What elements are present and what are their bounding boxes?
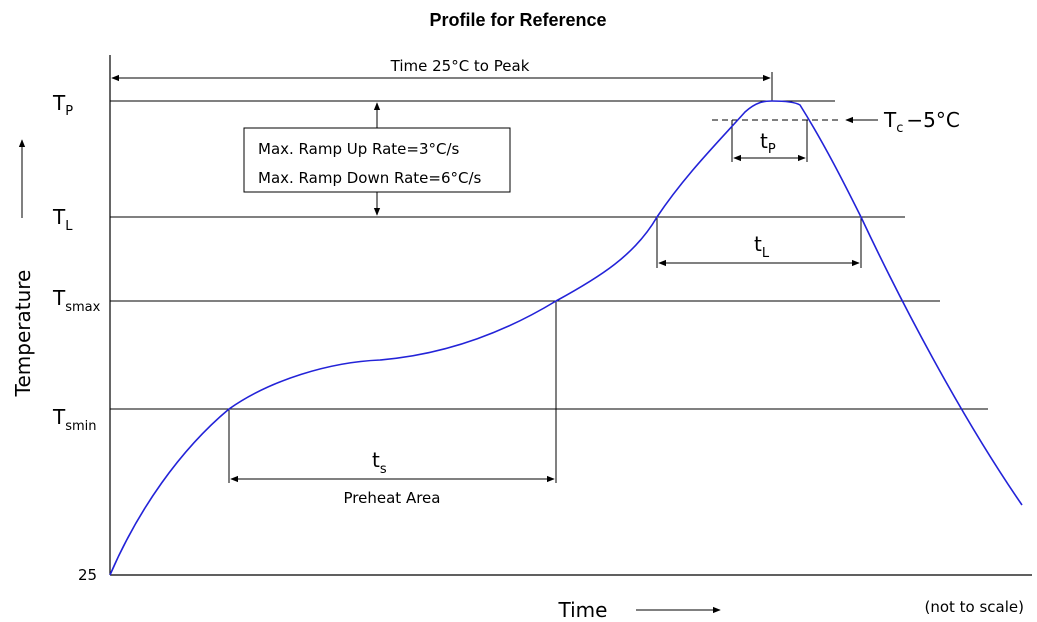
tick-label-tsmin: Tsmin	[52, 405, 97, 434]
tick-label-tl: TL	[52, 205, 73, 234]
not-to-scale-note: (not to scale)	[924, 598, 1024, 616]
ramp-down-rate-label: Max. Ramp Down Rate=6°C/s	[258, 169, 482, 187]
x-axis-label: Time	[558, 598, 608, 622]
ramp-up-rate-label: Max. Ramp Up Rate=3°C/s	[258, 140, 460, 158]
time-to-peak-label: Time 25°C to Peak	[390, 57, 530, 75]
ts-duration-label: ts	[372, 448, 387, 477]
tick-label-tp: TP	[52, 91, 73, 119]
tp-duration-label: tP	[760, 129, 776, 157]
reflow-temperature-curve	[109, 100, 1023, 576]
tick-label-tsmax: Tsmax	[52, 286, 101, 315]
tl-duration-label: tL	[754, 232, 770, 261]
tc-minus-5-label: Tc −5°C	[883, 108, 960, 136]
tick-label-25: 25	[78, 566, 97, 584]
diagram-title: Profile for Reference	[429, 10, 606, 30]
ramp-rate-box	[243, 127, 511, 193]
y-axis-label: Temperature	[11, 270, 35, 398]
preheat-area-label: Preheat Area	[344, 489, 441, 507]
